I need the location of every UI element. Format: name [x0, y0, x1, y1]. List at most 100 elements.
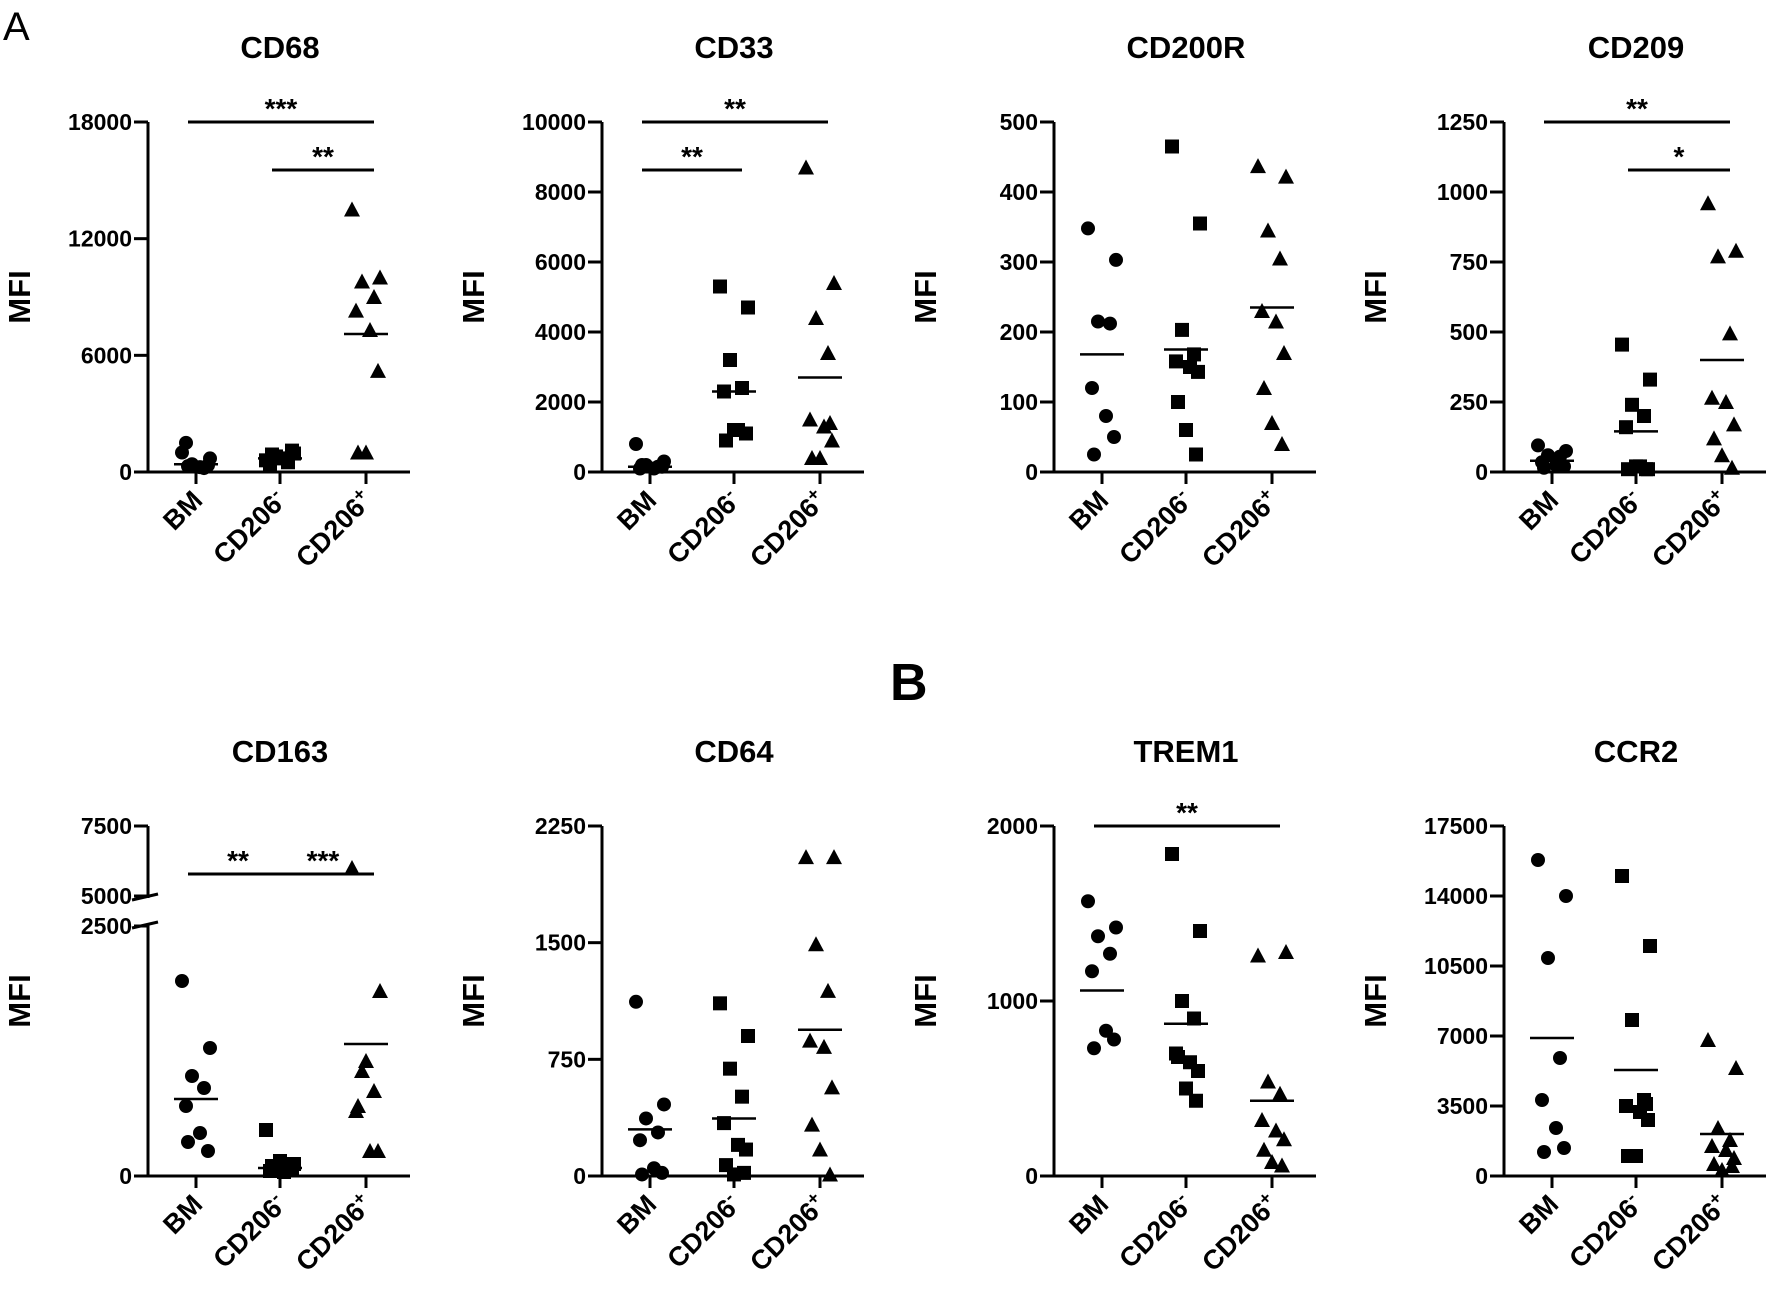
x-tick-label: CD206- — [1112, 484, 1198, 570]
data-point-triangle — [812, 450, 828, 465]
data-point-triangle — [1724, 459, 1740, 475]
y-tick-label: 0 — [1025, 459, 1038, 485]
x-tick-label: CD206- — [1112, 1188, 1198, 1274]
data-point-circle — [657, 1097, 671, 1112]
x-tick-label: BM — [157, 1189, 208, 1240]
data-point-triangle — [1274, 1157, 1290, 1173]
y-tick-label: 0 — [573, 1163, 586, 1189]
data-point-triangle — [372, 983, 388, 998]
data-point-triangle — [1710, 248, 1726, 264]
y-tick-label: 500 — [1000, 109, 1038, 135]
x-tick-label: CD206+ — [1195, 484, 1284, 573]
significance-label: ** — [312, 141, 334, 172]
data-point-circle — [1085, 964, 1099, 979]
data-point-square — [1169, 354, 1183, 369]
data-point-square — [713, 279, 727, 294]
data-point-square — [259, 1123, 273, 1137]
data-point-circle — [203, 1041, 217, 1055]
x-tick-label: BM — [611, 1189, 662, 1240]
data-point-triangle — [370, 1143, 386, 1158]
data-point-square — [1175, 322, 1189, 337]
data-point-triangle — [802, 411, 818, 427]
data-point-triangle — [1274, 436, 1290, 451]
data-point-circle — [1109, 252, 1123, 267]
data-point-circle — [1087, 447, 1101, 462]
data-point-square — [1643, 939, 1657, 953]
data-point-triangle — [1726, 1150, 1742, 1165]
data-point-triangle — [1728, 242, 1744, 258]
y-tick-label: 500 — [1450, 319, 1488, 345]
chart-cd64: CD64 MFI 0 750 1500 2250 BM CD206- CD206+ — [456, 734, 864, 1277]
data-point-circle — [181, 1135, 195, 1149]
data-point-triangle — [808, 310, 824, 325]
data-point-triangle — [1256, 380, 1272, 395]
x-tick-label: CD206+ — [1645, 1188, 1734, 1277]
data-point-square — [285, 443, 299, 458]
data-point-triangle — [358, 1053, 374, 1068]
data-point-triangle — [350, 1098, 366, 1113]
y-tick-label: 2000 — [987, 813, 1038, 839]
y-tick-label: 1250 — [1437, 109, 1488, 135]
data-point-square — [1643, 372, 1657, 387]
data-point-circle — [1107, 430, 1121, 444]
y-axis-label: MFI — [908, 270, 943, 323]
data-point-circle — [201, 1144, 215, 1158]
data-point-circle — [1541, 951, 1555, 965]
data-point-circle — [1099, 409, 1113, 423]
data-point-circle — [1107, 1032, 1121, 1047]
data-point-square — [1165, 847, 1179, 861]
data-point-square — [723, 353, 737, 367]
data-point-triangle — [1276, 1131, 1292, 1147]
y-tick-label: 18000 — [68, 109, 132, 135]
data-point-circle — [1531, 853, 1545, 867]
x-tick-label: BM — [1063, 485, 1114, 536]
chart-cd200r: CD200R MFI 0 100 200 300 400 500 BM CD206- CD206+ — [908, 30, 1316, 573]
data-point-circle — [1557, 459, 1571, 474]
data-point-triangle — [358, 444, 374, 460]
data-point-circle — [197, 1081, 211, 1095]
data-point-square — [1179, 1081, 1193, 1096]
y-axis-label: MFI — [456, 974, 491, 1027]
chart-title: CCR2 — [1594, 734, 1678, 769]
data-point-circle — [1557, 1141, 1571, 1155]
x-tick-label: BM — [157, 485, 208, 536]
data-point-square — [1193, 924, 1207, 938]
data-point-triangle — [1718, 1142, 1734, 1157]
y-tick-label: 1500 — [535, 930, 586, 956]
y-axis-label: MFI — [1358, 974, 1393, 1027]
data-point-square — [1625, 397, 1639, 412]
x-tick-label: CD206+ — [1195, 1188, 1284, 1277]
data-point-circle — [179, 1099, 193, 1113]
panel-label-a: A — [3, 5, 30, 49]
data-point-square — [741, 1029, 755, 1043]
y-tick-label: 7000 — [1437, 1023, 1488, 1049]
data-point-circle — [1091, 929, 1105, 944]
y-tick-label: 1000 — [987, 988, 1038, 1014]
data-point-circle — [639, 1111, 653, 1126]
data-point-square — [735, 1089, 749, 1104]
data-point-square — [1171, 1050, 1185, 1064]
data-point-circle — [1549, 1121, 1563, 1135]
data-point-triangle — [1264, 415, 1280, 430]
data-point-triangle — [1704, 1138, 1720, 1153]
data-point-square — [1619, 1099, 1633, 1113]
y-tick-label: 0 — [119, 459, 132, 485]
chart-title: CD68 — [240, 30, 319, 65]
data-point-triangle — [344, 860, 360, 875]
chart-title: TREM1 — [1133, 734, 1238, 769]
y-axis-label: MFI — [908, 974, 943, 1027]
y-tick-label: 6000 — [535, 249, 586, 275]
data-point-circle — [179, 435, 193, 450]
data-point-circle — [651, 1125, 665, 1140]
x-tick-label: CD206+ — [743, 484, 832, 573]
x-tick-label: CD206+ — [743, 1188, 832, 1277]
data-point-square — [1641, 1113, 1655, 1127]
chart-title: CD64 — [694, 734, 774, 769]
x-tick-label: CD206- — [660, 1188, 746, 1274]
y-tick-label: 750 — [548, 1046, 586, 1072]
data-point-triangle — [1714, 1162, 1730, 1177]
data-point-square — [1639, 1097, 1653, 1111]
y-axis-label: MFI — [1358, 270, 1393, 323]
